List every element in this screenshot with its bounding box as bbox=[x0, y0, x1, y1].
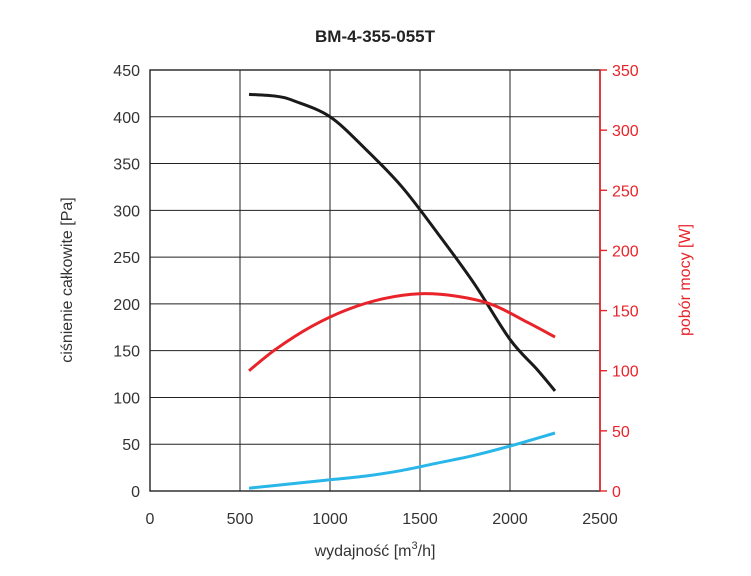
series-line-2 bbox=[248, 431, 556, 490]
y-tick-label-4: 200 bbox=[113, 297, 140, 314]
y-tick-label-8: 400 bbox=[113, 110, 140, 127]
y2-tick-label-3: 150 bbox=[612, 304, 639, 321]
y-axis-label: ciśnienie całkowite [Pa] bbox=[59, 197, 76, 362]
y-tick-label-0: 0 bbox=[131, 484, 140, 501]
y-tick-label-6: 300 bbox=[113, 203, 140, 220]
y2-tick-label-1: 50 bbox=[612, 424, 630, 441]
x-axis-label-tail: /h] bbox=[418, 543, 436, 560]
series-line-0 bbox=[248, 92, 557, 392]
series-layer bbox=[248, 92, 557, 490]
y-tick-label-2: 100 bbox=[113, 390, 140, 407]
x-tick-label-5: 2500 bbox=[582, 511, 618, 528]
x-tick-label-1: 500 bbox=[227, 511, 254, 528]
y-tick-label-3: 150 bbox=[113, 344, 140, 361]
x-tick-label-0: 0 bbox=[146, 511, 155, 528]
x-tick-label-2: 1000 bbox=[312, 511, 348, 528]
plot-frame bbox=[149, 69, 601, 492]
y2-tick-label-2: 100 bbox=[612, 364, 639, 381]
x-tick-labels: 0 500 1000 1500 2000 2500 bbox=[146, 511, 618, 528]
x-tick-label-3: 1500 bbox=[402, 511, 438, 528]
y2-tick-label-5: 250 bbox=[612, 183, 639, 200]
y-tick-label-1: 50 bbox=[122, 437, 140, 454]
x-axis-label-superscript: 3 bbox=[412, 540, 418, 552]
y2-tick-label-4: 200 bbox=[612, 243, 639, 260]
y-tick-labels: 0 50 100 150 200 250 300 350 400 450 bbox=[113, 63, 140, 501]
x-axis-label: wydajność [m3/h] bbox=[314, 540, 436, 560]
chart-title: BM-4-355-055T bbox=[315, 27, 436, 46]
y-tick-label-5: 250 bbox=[113, 250, 140, 267]
series-line-1 bbox=[248, 292, 556, 372]
y-tick-label-7: 350 bbox=[113, 157, 140, 174]
y2-tick-label-6: 300 bbox=[612, 123, 639, 140]
y2-tick-label-7: 350 bbox=[612, 63, 639, 80]
x-axis-label-main: wydajność [m bbox=[314, 543, 412, 560]
x-tick-label-4: 2000 bbox=[492, 511, 528, 528]
y-tick-label-9: 450 bbox=[113, 63, 140, 80]
y2-tick-labels: 0 50 100 150 200 250 300 350 bbox=[600, 63, 639, 501]
y2-axis-label: pobór mocy [W] bbox=[677, 224, 694, 336]
y2-tick-label-0: 0 bbox=[612, 484, 621, 501]
